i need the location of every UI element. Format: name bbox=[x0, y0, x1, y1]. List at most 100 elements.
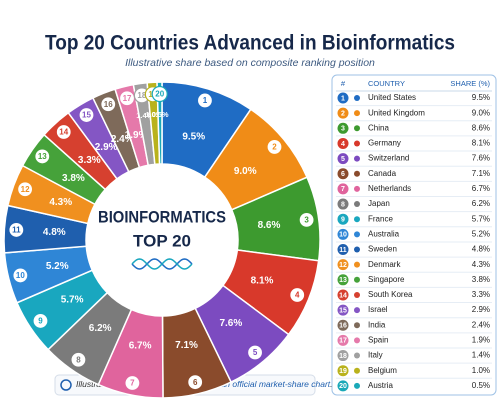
rank-badge bbox=[70, 351, 87, 368]
table-rank: 1 bbox=[341, 95, 345, 102]
value-label: 4.8% bbox=[43, 227, 66, 238]
value-label: 0.5% bbox=[151, 110, 168, 119]
table-rank-badge bbox=[337, 274, 349, 286]
rank-label: 16 bbox=[104, 100, 113, 109]
table-swatch bbox=[354, 337, 360, 344]
table-swatch bbox=[354, 291, 360, 298]
rank-badge bbox=[32, 312, 49, 330]
table-rank: 7 bbox=[341, 186, 345, 193]
value-label: 4.3% bbox=[49, 197, 72, 208]
rank-badge bbox=[8, 221, 25, 239]
table-swatch bbox=[354, 352, 360, 359]
table-rank: 3 bbox=[341, 126, 345, 133]
value-label: 9.0% bbox=[234, 166, 257, 177]
table-share: 1.4% bbox=[472, 351, 490, 360]
table-country: Spain bbox=[368, 336, 388, 345]
value-label: 8.6% bbox=[258, 220, 281, 231]
table-share: 9.0% bbox=[472, 108, 490, 117]
rank-badge bbox=[151, 85, 168, 103]
table-swatch bbox=[354, 382, 360, 389]
table-swatch bbox=[354, 231, 360, 238]
rank-label: 11 bbox=[12, 226, 21, 235]
table-rank-badge bbox=[337, 107, 349, 119]
table-country: Netherlands bbox=[368, 184, 411, 193]
table-rank: 20 bbox=[339, 383, 347, 390]
value-label: 2.4% bbox=[111, 134, 134, 145]
table-share: 2.9% bbox=[472, 305, 490, 314]
value-label: 6.7% bbox=[129, 340, 152, 351]
value-label: 3.8% bbox=[62, 173, 85, 184]
rank-badge bbox=[298, 211, 315, 228]
table-rank-badge bbox=[337, 183, 349, 195]
footnote-emphasis: not an official market-share chart bbox=[206, 379, 330, 389]
table-rank: 19 bbox=[339, 368, 347, 375]
value-label: 5.7% bbox=[61, 295, 84, 306]
table-country: Canada bbox=[368, 169, 397, 178]
table-swatch bbox=[354, 201, 360, 208]
table-share: 5.2% bbox=[472, 229, 490, 238]
table-rank: 15 bbox=[339, 307, 347, 314]
rank-label: 18 bbox=[137, 91, 146, 100]
table-rank: 13 bbox=[339, 277, 347, 284]
table-share: 1.0% bbox=[472, 366, 490, 375]
table-rank: 16 bbox=[339, 323, 347, 330]
table-swatch bbox=[354, 125, 360, 132]
table-swatch bbox=[354, 307, 360, 314]
table-rank-badge bbox=[337, 213, 349, 225]
table-rank-badge bbox=[337, 92, 349, 104]
value-label: 3.3% bbox=[78, 155, 101, 166]
value-label: 6.2% bbox=[89, 323, 112, 334]
rank-badge bbox=[124, 374, 141, 392]
rank-label: 14 bbox=[59, 128, 68, 137]
table-rank: 14 bbox=[339, 292, 347, 299]
table-share: 8.6% bbox=[472, 123, 490, 132]
value-label: 2.9% bbox=[95, 142, 118, 153]
table-share: 6.7% bbox=[472, 184, 490, 193]
rank-badge bbox=[246, 344, 264, 361]
table-rank-badge bbox=[337, 228, 349, 240]
table-header: # bbox=[341, 79, 346, 88]
table-rank-badge bbox=[337, 259, 349, 271]
table-rank-badge bbox=[337, 244, 349, 255]
rank-badge bbox=[100, 96, 117, 113]
table-share: 4.8% bbox=[472, 245, 490, 254]
rank-label: 10 bbox=[16, 271, 25, 280]
table-country: China bbox=[368, 123, 389, 132]
chart-title: Top 20 Countries Advanced in Bioinformat… bbox=[45, 32, 455, 55]
table-swatch bbox=[354, 140, 360, 147]
rank-badge bbox=[34, 148, 51, 165]
table-swatch bbox=[354, 110, 360, 117]
table-country: Japan bbox=[368, 199, 390, 208]
table-swatch bbox=[354, 246, 360, 253]
value-label: 9.5% bbox=[182, 131, 205, 142]
table-rank: 18 bbox=[339, 353, 347, 360]
center-disc bbox=[87, 165, 237, 315]
table-rank-badge bbox=[337, 365, 349, 377]
rank-label: 5 bbox=[253, 348, 258, 357]
table-country: Israel bbox=[368, 305, 388, 314]
table-country: India bbox=[368, 320, 386, 329]
rank-label: 13 bbox=[38, 152, 47, 161]
table-rank-badge bbox=[337, 122, 349, 134]
table-country: Denmark bbox=[368, 260, 401, 269]
table-swatch bbox=[354, 170, 360, 177]
table-share: 5.7% bbox=[472, 214, 490, 223]
center-title: BIOINFORMATICS bbox=[98, 207, 226, 226]
table-country: Germany bbox=[368, 139, 401, 148]
table-rank: 9 bbox=[341, 217, 345, 224]
table-swatch bbox=[354, 216, 360, 223]
table-header: SHARE (%) bbox=[450, 79, 490, 88]
center-subtitle: TOP 20 bbox=[133, 231, 191, 250]
table-share: 7.6% bbox=[472, 154, 490, 163]
table-header: COUNTRY bbox=[368, 79, 405, 88]
table-rank-badge bbox=[337, 350, 349, 362]
table-share: 3.3% bbox=[472, 290, 490, 299]
rank-label: 8 bbox=[76, 355, 81, 364]
value-label: 1.4% bbox=[136, 111, 153, 120]
table-share: 9.5% bbox=[472, 93, 490, 102]
donut-segment bbox=[156, 81, 163, 165]
table-swatch bbox=[354, 95, 360, 101]
table-rank-badge bbox=[337, 380, 349, 392]
rank-badge bbox=[78, 106, 95, 124]
table-swatch bbox=[354, 261, 360, 268]
